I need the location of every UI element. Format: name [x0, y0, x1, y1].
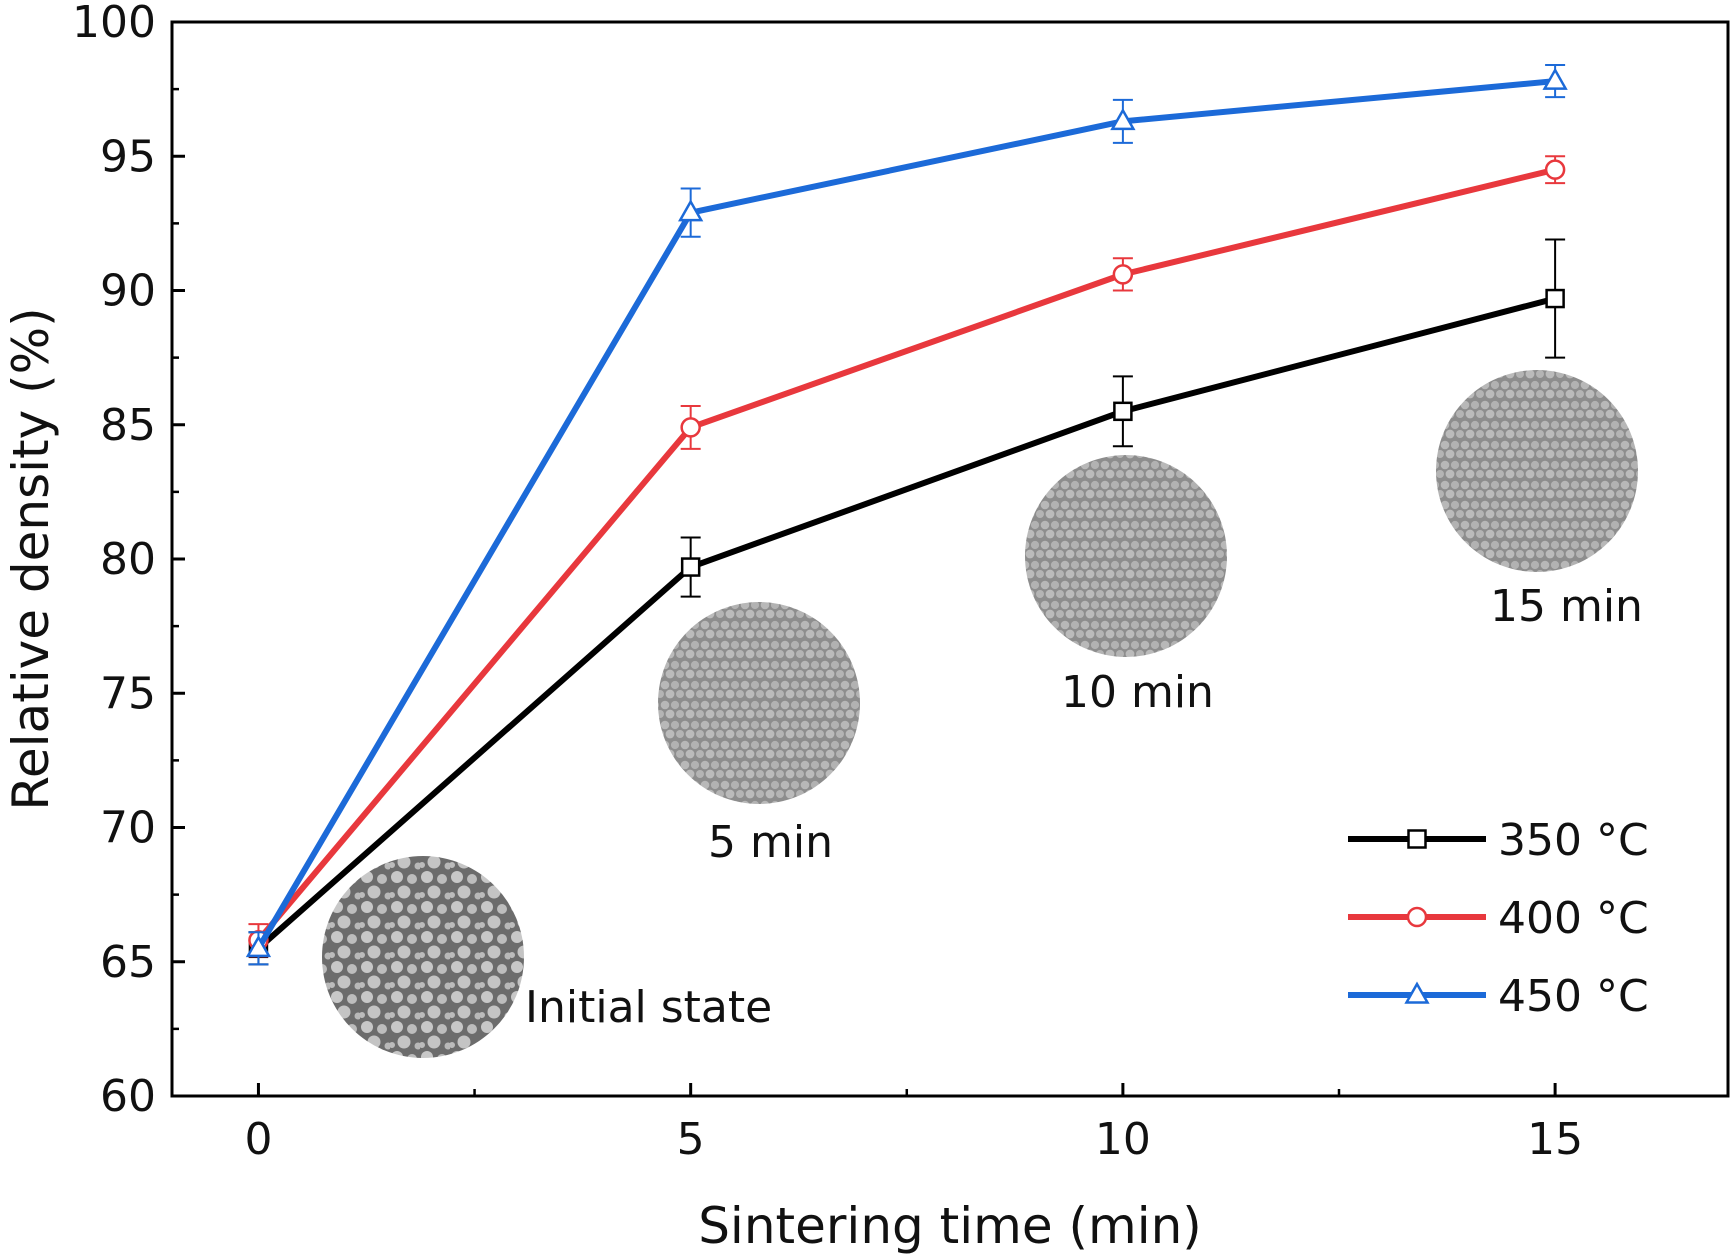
x-tick-label: 0 [244, 1114, 272, 1165]
inset-label-15min: 15 min [1490, 581, 1643, 632]
x-axis-title: Sintering time (min) [698, 1197, 1202, 1255]
y-tick-label: 85 [100, 400, 156, 451]
plot-series [245, 63, 1568, 966]
inset-image-15min [1436, 370, 1638, 572]
y-tick-label: 70 [100, 803, 156, 854]
inset-label-10min: 10 min [1061, 667, 1214, 718]
inset-image-10min [1025, 455, 1227, 657]
data-point [1545, 288, 1565, 309]
y-tick-label: 75 [100, 668, 156, 719]
legend: 350 °C 400 °C 450 °C [1348, 815, 1649, 1022]
legend-item-1: 400 °C [1348, 893, 1649, 944]
series-line [255, 78, 1556, 950]
data-point [680, 557, 701, 577]
x-axis: 0 5 10 15 [244, 1083, 1583, 1165]
legend-label: 400 °C [1498, 893, 1649, 944]
data-point [1542, 67, 1568, 90]
data-point [1544, 159, 1566, 180]
legend-label: 350 °C [1498, 815, 1649, 866]
legend-item-0: 350 °C [1348, 815, 1649, 866]
legend-marker [1404, 981, 1430, 1004]
legend-item-2: 450 °C [1348, 971, 1649, 1022]
inset-images [322, 370, 1638, 1058]
inset-label-initial: Initial state [525, 982, 772, 1033]
series-2 [245, 63, 1568, 966]
legend-label: 450 °C [1498, 971, 1649, 1022]
y-tick-label: 80 [100, 534, 156, 585]
inset-labels: Initial state 5 min 10 min 15 min [525, 581, 1643, 1033]
data-point [1110, 107, 1136, 131]
x-tick-label: 5 [677, 1114, 705, 1165]
y-tick-label: 65 [100, 937, 156, 988]
y-tick-label: 90 [100, 266, 156, 317]
y-tick-label: 60 [100, 1071, 156, 1122]
data-point [680, 417, 701, 438]
y-axis-title: Relative density (%) [2, 307, 60, 810]
y-axis: 60 65 70 75 80 85 90 95 100 [72, 0, 185, 1122]
series-line [256, 166, 1556, 943]
legend-marker [1406, 906, 1428, 928]
data-point [245, 934, 272, 958]
series-line [256, 295, 1556, 951]
data-point [1113, 401, 1133, 422]
inset-label-5min: 5 min [708, 817, 833, 868]
y-tick-label: 100 [72, 0, 156, 48]
x-tick-label: 15 [1527, 1114, 1583, 1165]
data-point [678, 199, 704, 222]
inset-image-initial [322, 856, 524, 1058]
y-tick-label: 95 [100, 131, 156, 182]
legend-marker [1407, 829, 1427, 849]
data-point [1112, 264, 1134, 285]
x-tick-label: 10 [1095, 1114, 1151, 1165]
inset-image-5min [658, 602, 860, 804]
